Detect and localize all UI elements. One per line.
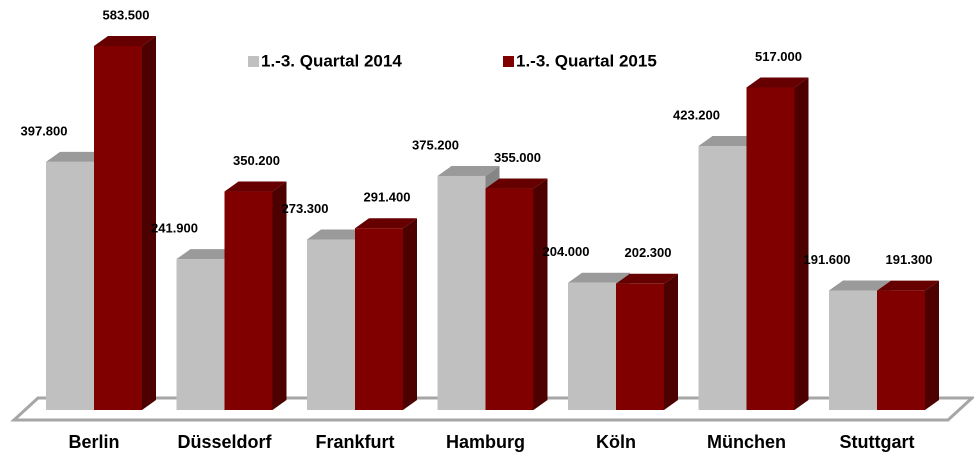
bar-top (355, 218, 417, 229)
x-tick-label: München (707, 432, 786, 452)
bar (46, 161, 94, 410)
bar (877, 290, 925, 410)
value-label: 191.300 (886, 252, 933, 267)
bar-side (272, 181, 287, 410)
bar-side (925, 280, 939, 410)
bar-top (568, 272, 630, 283)
bar-side (142, 36, 156, 410)
x-tick-label: Berlin (68, 432, 119, 452)
legend-swatch (503, 56, 514, 67)
bar-top (224, 181, 287, 192)
bar-top (829, 280, 891, 291)
bar (224, 191, 273, 410)
value-label: 291.400 (364, 190, 411, 205)
legend-label: 1.-3. Quartal 2014 (261, 51, 402, 70)
bar-side (664, 273, 678, 410)
bar (176, 259, 225, 410)
value-label: 350.200 (233, 153, 280, 168)
value-label: 355.000 (494, 150, 541, 165)
value-label: 517.000 (755, 49, 802, 64)
value-label: 423.200 (673, 107, 720, 122)
value-label: 241.900 (151, 221, 198, 236)
bar-top (46, 151, 108, 162)
x-tick-label: Düsseldorf (177, 432, 272, 452)
bar-top (485, 178, 548, 189)
bar-top (616, 273, 678, 284)
bar-top (877, 280, 939, 291)
value-label: 204.000 (543, 244, 590, 259)
bar (485, 188, 534, 410)
bar-top (307, 229, 369, 240)
bar-top (437, 165, 500, 176)
value-label: 375.200 (412, 137, 459, 152)
bar (355, 228, 403, 410)
legend-label: 1.-3. Quartal 2015 (516, 51, 657, 70)
x-tick-label: Frankfurt (315, 432, 394, 452)
x-tick-label: Köln (596, 432, 636, 452)
bar-side (403, 218, 417, 410)
bar-top (698, 135, 761, 146)
x-tick-label: Stuttgart (840, 432, 915, 452)
value-label: 273.300 (282, 201, 329, 216)
value-label: 191.600 (804, 252, 851, 267)
x-tick-label: Hamburg (446, 432, 525, 452)
value-label: 397.800 (21, 123, 68, 138)
bar (94, 46, 142, 410)
bar-top (94, 36, 156, 46)
bar-side (533, 178, 548, 410)
bar-top (746, 77, 809, 88)
legend-swatch (248, 56, 259, 67)
bar (698, 145, 747, 410)
bar (568, 282, 616, 410)
bar (616, 283, 664, 410)
bar-side (794, 77, 809, 411)
bar-top (176, 249, 239, 260)
value-label: 583.500 (103, 7, 150, 22)
bar (307, 239, 355, 410)
bar (437, 175, 486, 410)
bar (746, 87, 795, 411)
bar (829, 290, 877, 410)
value-label: 202.300 (625, 245, 672, 260)
